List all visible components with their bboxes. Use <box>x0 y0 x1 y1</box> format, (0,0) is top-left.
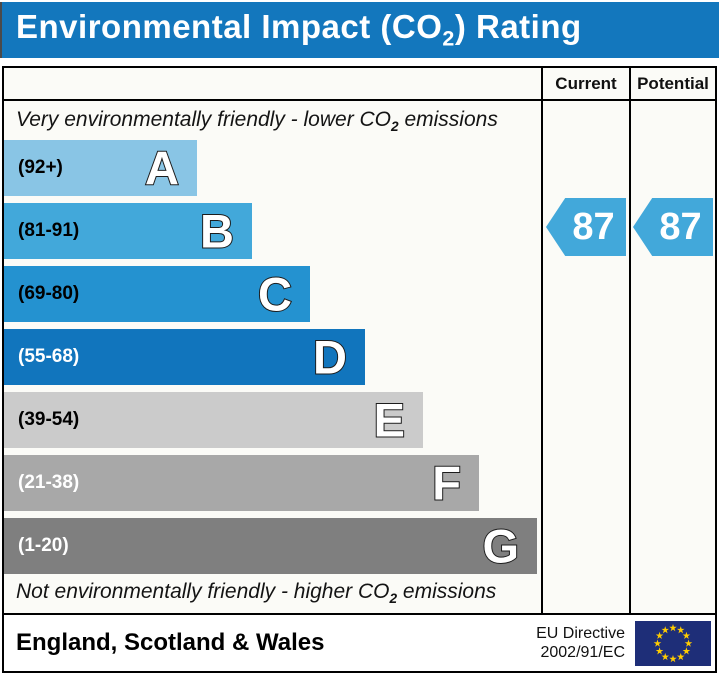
chart-title-bar: Environmental Impact (CO2) Rating <box>0 2 719 58</box>
column-header-potential: Potential <box>629 68 715 99</box>
rating-table: Current Potential Very environmentally f… <box>2 66 717 673</box>
band-range-label: (55-68) <box>18 346 80 367</box>
potential-rating-arrow: 87 <box>633 198 713 256</box>
band-row-c: (69-80) C <box>4 266 310 322</box>
band-letter: G <box>481 519 520 573</box>
table-body: Very environmentally friendly - lower CO… <box>4 101 715 615</box>
top-note: Very environmentally friendly - lower CO… <box>16 108 498 135</box>
header-spacer <box>4 68 541 99</box>
band-range-label: (92+) <box>18 157 63 178</box>
band-row-b: (81-91) B <box>4 203 252 259</box>
band-letter: D <box>312 330 348 384</box>
band-range-label: (1-20) <box>18 535 69 556</box>
band-letter: E <box>373 393 406 447</box>
current-rating-arrow: 87 <box>546 198 626 256</box>
co2-subscript: 2 <box>442 26 455 51</box>
page-title: Environmental Impact (CO2) Rating <box>16 8 582 51</box>
co2-subscript: 2 <box>389 591 398 606</box>
band-row-f: (21-38) F <box>4 455 479 511</box>
eu-directive-label: EU Directive 2002/91/EC <box>536 625 625 661</box>
band-letter: C <box>257 267 293 321</box>
band-letter: A <box>144 141 180 195</box>
band-row-g: (1-20) G <box>4 518 537 574</box>
band-range-label: (69-80) <box>18 283 80 304</box>
band-row-a: (92+) A <box>4 140 197 196</box>
current-column: 87 <box>541 101 629 613</box>
band-range-label: (81-91) <box>18 220 80 241</box>
band-letter: F <box>431 456 462 510</box>
band-row-d: (55-68) D <box>4 329 365 385</box>
band-letter: B <box>199 204 235 258</box>
table-footer: England, Scotland & Wales EU Directive 2… <box>4 615 715 671</box>
band-row-e: (39-54) E <box>4 392 423 448</box>
band-range-label: (21-38) <box>18 472 80 493</box>
band-range-label: (39-54) <box>18 409 80 430</box>
column-header-current: Current <box>541 68 629 99</box>
rating-scale: Very environmentally friendly - lower CO… <box>4 101 541 613</box>
table-header-row: Current Potential <box>4 68 715 101</box>
region-label: England, Scotland & Wales <box>16 629 325 656</box>
potential-column: 87 <box>629 101 715 613</box>
bottom-note: Not environmentally friendly - higher CO… <box>16 579 497 606</box>
co2-subscript: 2 <box>391 119 399 135</box>
eu-flag <box>635 620 711 666</box>
